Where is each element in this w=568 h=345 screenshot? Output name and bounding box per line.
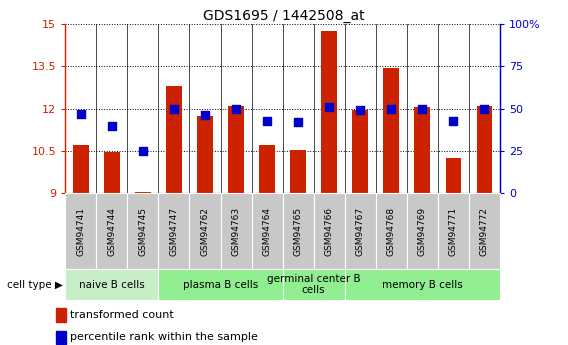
Point <box>294 119 303 125</box>
Bar <box>56 308 66 322</box>
Bar <box>56 331 66 344</box>
Bar <box>283 193 314 269</box>
Bar <box>166 86 182 193</box>
Bar <box>321 31 337 193</box>
Point <box>107 123 116 128</box>
Bar <box>190 193 220 269</box>
Point <box>232 106 241 111</box>
Bar <box>445 158 461 193</box>
Point <box>201 113 210 118</box>
Bar <box>228 106 244 193</box>
Text: GSM94744: GSM94744 <box>107 207 116 256</box>
Point <box>262 118 272 123</box>
Point <box>480 106 489 111</box>
Point <box>76 111 85 117</box>
Bar <box>438 193 469 269</box>
Bar <box>65 193 97 269</box>
Bar <box>104 152 120 193</box>
Text: memory B cells: memory B cells <box>382 280 462 289</box>
Text: GSM94769: GSM94769 <box>417 207 427 256</box>
Text: GSM94766: GSM94766 <box>325 207 333 256</box>
Text: GDS1695 / 1442508_at: GDS1695 / 1442508_at <box>203 9 365 23</box>
Bar <box>352 110 368 193</box>
Text: plasma B cells: plasma B cells <box>183 280 258 289</box>
Text: GSM94764: GSM94764 <box>262 207 272 256</box>
Text: transformed count: transformed count <box>69 310 173 320</box>
Bar <box>252 193 283 269</box>
Text: GSM94745: GSM94745 <box>139 207 148 256</box>
Bar <box>477 106 492 193</box>
Text: GSM94747: GSM94747 <box>169 207 178 256</box>
Point <box>417 106 427 111</box>
Bar <box>283 269 345 300</box>
Bar <box>135 192 151 193</box>
Text: GSM94767: GSM94767 <box>356 207 365 256</box>
Bar <box>314 193 345 269</box>
Text: GSM94771: GSM94771 <box>449 207 458 256</box>
Point <box>169 106 178 111</box>
Bar <box>407 193 438 269</box>
Text: cell type ▶: cell type ▶ <box>7 280 62 289</box>
Bar <box>469 193 500 269</box>
Bar <box>197 116 213 193</box>
Text: GSM94763: GSM94763 <box>232 207 240 256</box>
Bar <box>127 193 158 269</box>
Text: GSM94762: GSM94762 <box>201 207 210 256</box>
Text: naive B cells: naive B cells <box>79 280 145 289</box>
Bar <box>290 149 306 193</box>
Text: germinal center B
cells: germinal center B cells <box>267 274 361 295</box>
Point <box>324 104 333 110</box>
Bar <box>260 145 275 193</box>
Bar <box>383 68 399 193</box>
Bar <box>415 107 430 193</box>
Text: percentile rank within the sample: percentile rank within the sample <box>69 332 257 342</box>
Text: GSM94765: GSM94765 <box>294 207 303 256</box>
Bar <box>158 193 190 269</box>
Point <box>387 106 396 111</box>
Bar <box>73 145 89 193</box>
Bar <box>345 269 500 300</box>
Text: GSM94768: GSM94768 <box>387 207 396 256</box>
Text: GSM94741: GSM94741 <box>76 207 85 256</box>
Bar <box>158 269 283 300</box>
Point <box>449 118 458 123</box>
Point <box>139 148 148 154</box>
Bar <box>97 193 127 269</box>
Bar <box>345 193 375 269</box>
Point <box>356 108 365 113</box>
Bar <box>375 193 407 269</box>
Bar <box>220 193 252 269</box>
Bar <box>65 269 158 300</box>
Text: GSM94772: GSM94772 <box>480 207 489 256</box>
